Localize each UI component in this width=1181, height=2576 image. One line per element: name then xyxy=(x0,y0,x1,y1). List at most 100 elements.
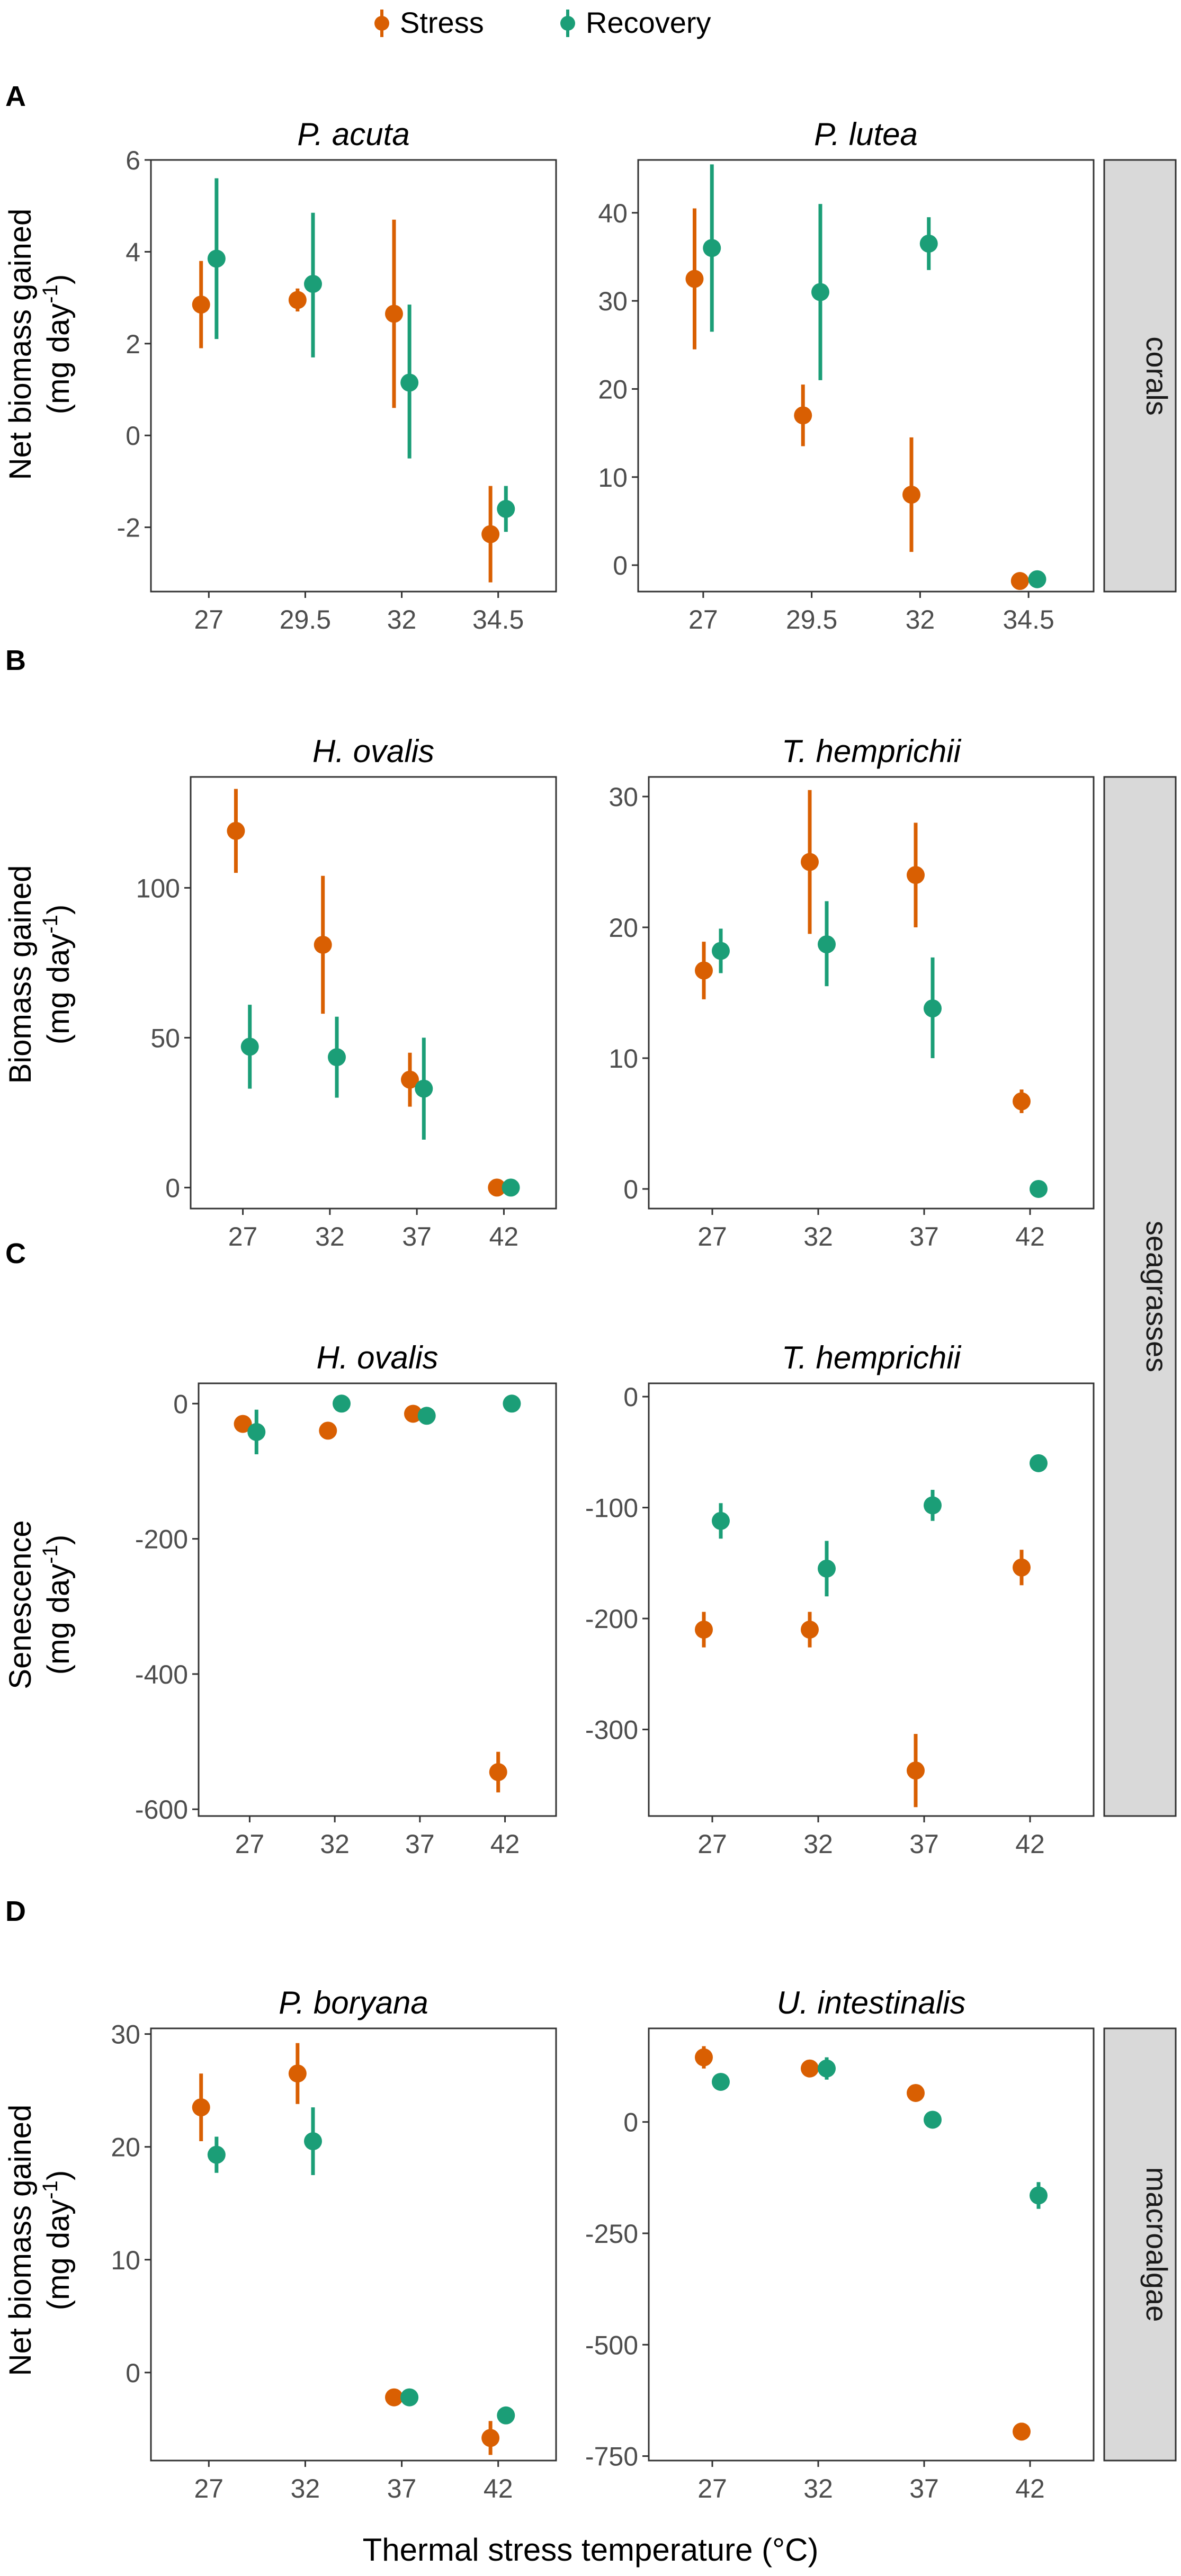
recovery-point xyxy=(240,1037,259,1056)
strip-corals-label: corals xyxy=(1140,336,1174,415)
x-tick-label: 37 xyxy=(909,1829,939,1859)
y-tick-label: 20 xyxy=(111,2133,140,2162)
row-letter-c: C xyxy=(5,1238,26,1269)
y-tick-label: 10 xyxy=(111,2246,140,2275)
recovery-point xyxy=(400,2388,419,2407)
recovery-point xyxy=(497,2406,515,2425)
stress-point xyxy=(385,2388,403,2407)
x-tick-label: 42 xyxy=(1015,2474,1045,2503)
recovery-point xyxy=(304,2132,322,2151)
legend-item-stress: Stress xyxy=(374,6,484,39)
panel-6: P. boryana 0 10 20 30 27 32 37 42 xyxy=(111,1985,557,2503)
x-tick-label: 32 xyxy=(387,605,417,634)
panel-3: T. hemprichii 0 10 20 30 27 32 37 42 xyxy=(609,734,1095,1251)
stress-point xyxy=(192,296,210,314)
ylabel-row-a: Net biomass gained (mg day-1) xyxy=(3,209,76,480)
x-tick-label: 32 xyxy=(320,1829,350,1859)
stress-point xyxy=(695,2048,713,2067)
ylabel-row-c-line1: Senescence xyxy=(3,1520,38,1689)
panel-title: P. acuta xyxy=(297,117,409,152)
recovery-point xyxy=(712,2072,730,2091)
recovery-point xyxy=(818,1559,836,1578)
x-tick-label: 27 xyxy=(697,1222,727,1251)
x-axis-title: Thermal stress temperature (°C) xyxy=(363,2532,819,2568)
y-tick-label: 40 xyxy=(598,199,628,228)
strip-corals: corals xyxy=(1103,159,1177,593)
stress-point xyxy=(902,486,920,504)
x-tick-label: 34.5 xyxy=(472,605,524,634)
y-tick-label: -200 xyxy=(135,1525,188,1554)
strip-macroalgae-label: macroalgae xyxy=(1140,2167,1174,2322)
ylabel-row-d-line2: (mg day-1) xyxy=(39,2170,76,2310)
ylabel-row-a-line2: (mg day-1) xyxy=(39,274,76,414)
legend-recovery-point xyxy=(560,16,575,31)
ylabel-row-a-line1: Net biomass gained xyxy=(3,209,38,480)
y-tick-label: 0 xyxy=(623,1382,638,1412)
stress-point xyxy=(907,1761,925,1780)
x-tick-label: 32 xyxy=(315,1222,345,1251)
legend-item-recovery: Recovery xyxy=(560,6,711,39)
x-tick-label: 27 xyxy=(194,605,223,634)
recovery-point xyxy=(207,249,226,268)
stress-point xyxy=(695,961,713,980)
stress-point xyxy=(801,2059,819,2078)
recovery-point xyxy=(818,935,836,954)
x-tick-label: 32 xyxy=(803,1829,833,1859)
panel-title: U. intestinalis xyxy=(777,1985,966,2020)
stress-point xyxy=(404,1405,422,1423)
panel-border xyxy=(637,159,1095,593)
recovery-point xyxy=(1030,2186,1048,2205)
x-tick-label: 42 xyxy=(484,2474,513,2503)
x-tick-label: 27 xyxy=(688,605,718,634)
y-tick-label: 10 xyxy=(598,463,628,493)
x-tick-label: 27 xyxy=(697,1829,727,1859)
recovery-point xyxy=(924,1496,942,1515)
row-letter-a: A xyxy=(5,80,26,112)
y-tick-label: -300 xyxy=(585,1715,638,1745)
ylabel-row-c: Senescence (mg day-1) xyxy=(3,1520,76,1689)
y-tick-label: -200 xyxy=(585,1604,638,1634)
panel-border xyxy=(198,1382,557,1817)
x-tick-label: 27 xyxy=(228,1222,258,1251)
panel-title: P. lutea xyxy=(814,117,918,152)
y-tick-label: 20 xyxy=(598,374,628,404)
panel-title: T. hemprichii xyxy=(782,734,962,769)
stress-point xyxy=(1013,1558,1031,1577)
x-tick-label: 27 xyxy=(194,2474,223,2503)
recovery-point xyxy=(818,2059,836,2078)
y-tick-label: 6 xyxy=(126,146,140,175)
x-tick-label: 42 xyxy=(1015,1222,1045,1251)
y-tick-label: 50 xyxy=(150,1023,180,1053)
recovery-point xyxy=(924,2110,942,2129)
legend-stress-label: Stress xyxy=(400,6,484,39)
x-tick-label: 29.5 xyxy=(280,605,331,634)
strip-macroalgae: macroalgae xyxy=(1103,2027,1177,2462)
panel-title: P. boryana xyxy=(279,1985,428,2020)
panel-border xyxy=(648,1382,1095,1817)
x-tick-label: 42 xyxy=(490,1829,520,1859)
recovery-point xyxy=(712,942,730,960)
recovery-point xyxy=(924,999,942,1018)
x-tick-label: 32 xyxy=(291,2474,320,2503)
y-tick-label: 30 xyxy=(598,287,628,316)
x-tick-label: 42 xyxy=(489,1222,519,1251)
stress-point xyxy=(907,866,925,884)
legend-stress-point xyxy=(374,16,389,31)
recovery-point xyxy=(811,283,829,301)
y-tick-label: 0 xyxy=(126,2358,140,2388)
y-tick-label: 2 xyxy=(126,329,140,359)
x-tick-label: 32 xyxy=(803,1222,833,1251)
stress-point xyxy=(1013,1092,1031,1111)
ylabel-row-b-line1: Biomass gained xyxy=(3,865,38,1084)
stress-point xyxy=(801,853,819,871)
recovery-point xyxy=(712,1511,730,1530)
x-tick-label: 37 xyxy=(909,1222,939,1251)
stress-point xyxy=(234,1415,252,1433)
panel-5: T. hemprichii -300 -200 -100 0 27 32 37 42 xyxy=(585,1340,1095,1859)
recovery-point xyxy=(502,1178,520,1197)
panel-7: U. intestinalis -750 -500 -250 0 27 32 37 42 xyxy=(585,1985,1095,2503)
panel-border xyxy=(150,159,557,593)
recovery-point xyxy=(503,1394,521,1413)
x-tick-label: 32 xyxy=(906,605,935,634)
